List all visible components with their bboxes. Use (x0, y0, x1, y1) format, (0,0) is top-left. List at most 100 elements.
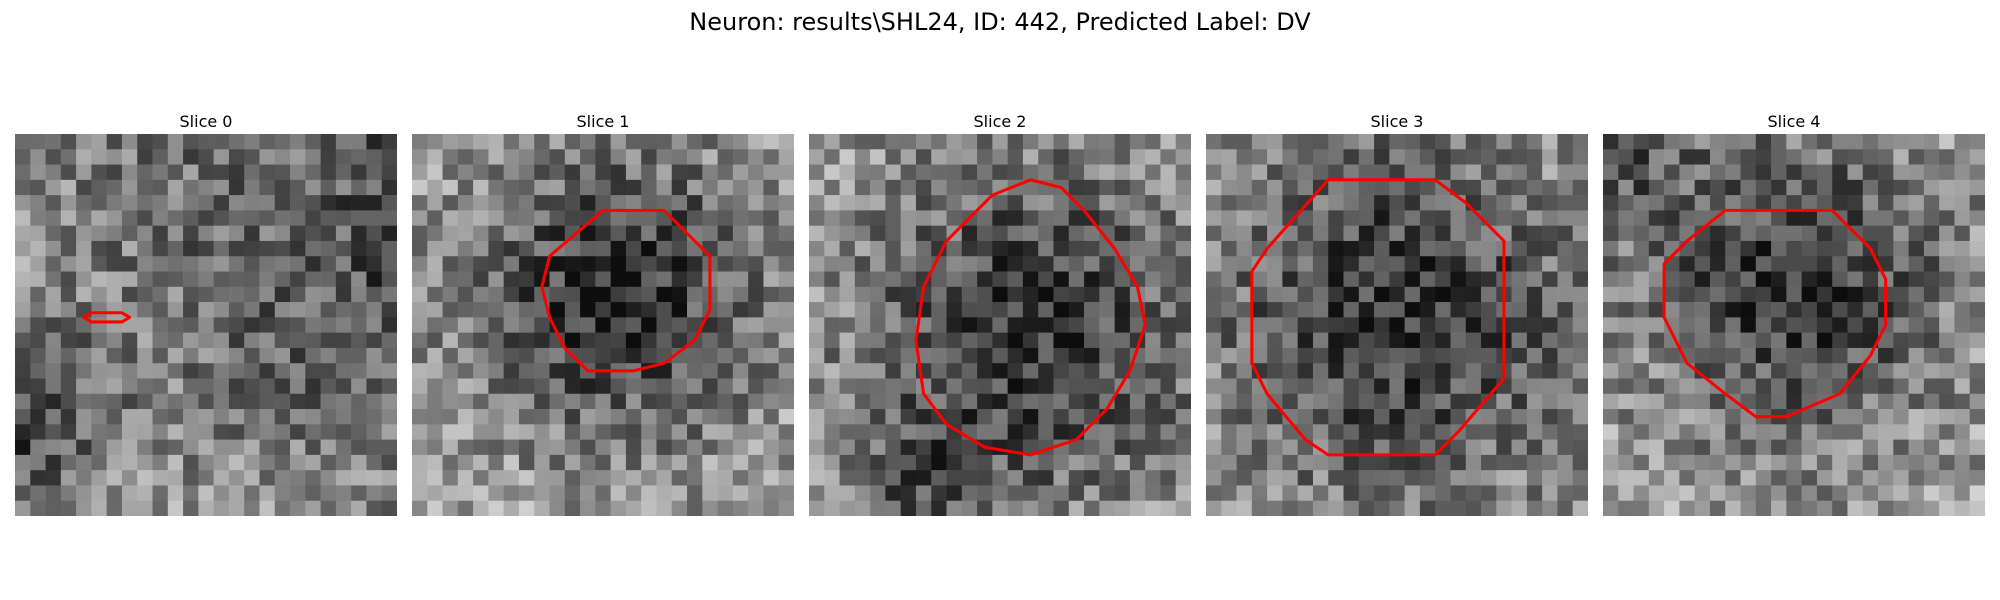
pixel (1267, 439, 1283, 456)
pixel (1709, 409, 1726, 425)
pixel (1633, 347, 1650, 364)
pixel (580, 225, 596, 242)
pixel (381, 317, 397, 333)
pixel (290, 424, 306, 440)
pixel (1954, 240, 1971, 257)
pixel (1312, 164, 1329, 181)
pixel (427, 134, 443, 150)
pixel (1312, 134, 1329, 150)
pixel (1465, 286, 1482, 303)
pixel (1923, 454, 1940, 471)
pixel (1465, 424, 1482, 440)
pixel (1923, 225, 1940, 242)
pixel (1572, 485, 1588, 502)
pixel (1312, 378, 1329, 395)
pixel (1465, 302, 1482, 318)
pixel (900, 470, 917, 486)
pixel (30, 424, 46, 440)
pixel (351, 485, 367, 502)
pixel (1374, 134, 1390, 150)
pixel (351, 256, 367, 272)
pixel (1084, 485, 1100, 502)
pixel (1053, 470, 1070, 486)
pixel (1939, 302, 1955, 318)
pixel (213, 164, 230, 181)
pixel (1908, 332, 1925, 349)
pixel (854, 195, 871, 211)
pixel (900, 195, 917, 211)
pixel (1816, 317, 1833, 333)
pixel (244, 500, 260, 516)
pixel (1633, 409, 1650, 425)
pixel (992, 424, 1008, 440)
pixel (1022, 256, 1039, 272)
pixel (580, 409, 596, 425)
pixel (274, 378, 291, 395)
pixel (564, 302, 581, 318)
pixel (1832, 454, 1848, 471)
pixel (1282, 454, 1298, 471)
pixel (457, 256, 474, 272)
pixel (1496, 179, 1512, 196)
pixel (412, 393, 428, 410)
pixel (213, 317, 230, 333)
pixel (992, 393, 1008, 410)
pixel (961, 179, 978, 196)
pixel (748, 240, 764, 257)
pixel (1343, 271, 1360, 288)
pixel (763, 485, 780, 502)
pixel (641, 439, 657, 456)
pixel (290, 179, 306, 196)
pixel (839, 271, 856, 288)
pixel (167, 470, 184, 486)
pixel (1648, 363, 1665, 379)
pixel (1038, 393, 1054, 410)
pixel (824, 470, 840, 486)
pixel (1557, 164, 1574, 181)
pixel (305, 195, 321, 211)
pixel (1251, 195, 1268, 211)
pixel (320, 393, 337, 410)
pixel (1847, 302, 1864, 318)
pixel (1908, 164, 1925, 181)
pixel (518, 271, 535, 288)
pixel (1618, 302, 1634, 318)
pixel (213, 134, 230, 150)
pixel (1114, 424, 1131, 440)
pixel (30, 210, 46, 226)
pixel (1404, 363, 1421, 379)
pixel (763, 409, 780, 425)
pixel (320, 378, 337, 395)
pixel (656, 225, 673, 242)
pixel (656, 439, 673, 456)
pixel (992, 317, 1008, 333)
pixel (977, 500, 993, 516)
pixel (534, 225, 550, 242)
pixel (274, 363, 291, 379)
pixel (1878, 424, 1894, 440)
pixel (1511, 470, 1528, 486)
pixel (121, 378, 138, 395)
pixel (1908, 240, 1925, 257)
pixel (1923, 286, 1940, 303)
pixel (1038, 302, 1054, 318)
pixel (1633, 286, 1650, 303)
pixel (1145, 195, 1161, 211)
pixel (1709, 424, 1726, 440)
pixel (595, 439, 611, 456)
pixel (1084, 393, 1100, 410)
pixel (1725, 317, 1741, 333)
pixel (1084, 454, 1100, 471)
pixel (442, 439, 459, 456)
pixel (1358, 317, 1375, 333)
pixel (1771, 317, 1787, 333)
pixel (1603, 240, 1619, 257)
pixel (946, 332, 963, 349)
pixel (442, 363, 459, 379)
pixel (320, 195, 337, 211)
pixel (778, 225, 794, 242)
pixel (931, 195, 947, 211)
pixel (900, 225, 917, 242)
pixel (687, 271, 703, 288)
pixel (1084, 317, 1100, 333)
